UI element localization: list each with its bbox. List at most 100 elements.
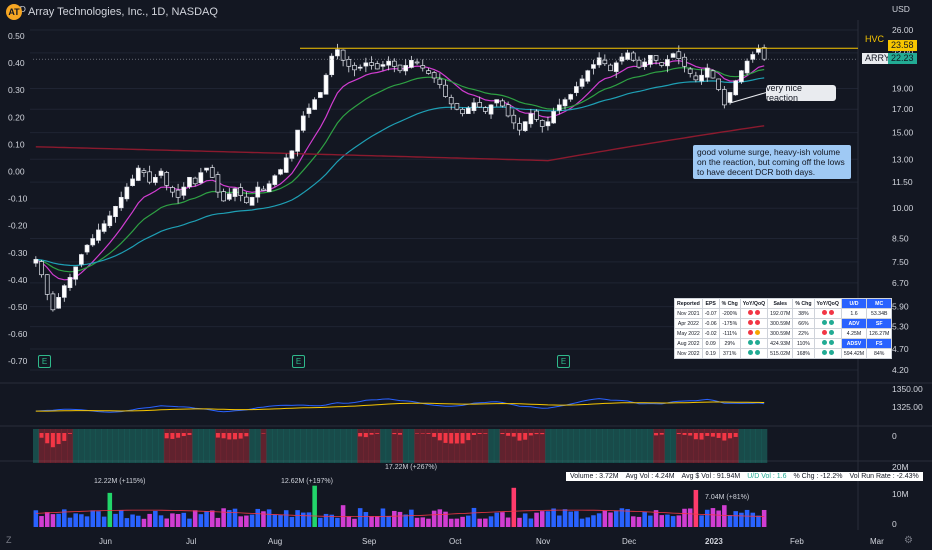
volume-bar [528, 518, 534, 527]
annotation-volume-comment[interactable]: good volume surge, heavy-ish volume on t… [693, 145, 851, 179]
volume-bar [613, 510, 619, 527]
volume-bar [278, 514, 283, 527]
timezone-icon[interactable]: Z [6, 535, 12, 545]
hist-background [368, 429, 375, 463]
x-label: Dec [622, 537, 637, 546]
hist-background [89, 429, 96, 463]
candle-body [556, 104, 562, 111]
hist-bar [699, 433, 704, 440]
gear-icon[interactable]: ⚙ [904, 535, 913, 546]
fundamentals-cell: 38% [792, 308, 815, 319]
volume-bar [96, 511, 101, 527]
hist-background [550, 429, 557, 463]
candle-body [369, 62, 374, 66]
candle-body [335, 49, 340, 57]
earnings-marker[interactable]: E [292, 355, 305, 368]
left-tick-label: 0.00 [8, 167, 25, 177]
volume-bar [739, 512, 744, 527]
symbol-logo: AT [6, 4, 22, 20]
hist-background [613, 429, 620, 463]
rs-ma-line [35, 401, 765, 412]
hist-background [180, 429, 187, 463]
earnings-marker[interactable]: E [557, 355, 570, 368]
fundamentals-cell: Nov 2022 [674, 348, 703, 359]
candle-body [448, 97, 454, 105]
earnings-marker[interactable]: E [38, 355, 51, 368]
volume-bar [648, 515, 653, 527]
right-tick-label: 23.00 [892, 48, 914, 58]
candle-body [170, 187, 175, 193]
hist-bar [688, 433, 693, 436]
hist-background [249, 429, 256, 463]
hist-background [619, 429, 626, 463]
candle-body [261, 188, 266, 191]
candle-body [164, 172, 170, 186]
x-label: Feb [790, 537, 804, 546]
volume-bar [608, 512, 613, 527]
volume-bar [727, 515, 733, 527]
volume-bar [443, 511, 448, 527]
volume-bar [454, 518, 460, 527]
stat-vol-run-rate: Vol Run Rate : -2.43% [849, 473, 919, 480]
stat-avg-vol: Avg Vol : 4.24M [625, 473, 675, 480]
left-tick-label: -0.60 [8, 329, 28, 339]
hist-background [44, 429, 51, 463]
volume-bar [192, 510, 198, 527]
status-dot-icon [821, 350, 827, 355]
hist-background [510, 429, 517, 463]
candle-body [608, 64, 613, 72]
candle-body [209, 167, 215, 178]
status-dot-icon [828, 330, 834, 335]
volume-bar [62, 509, 67, 527]
candle-body [625, 52, 630, 60]
candle-body [562, 99, 568, 107]
volume-bar [687, 508, 693, 527]
candle-body [534, 110, 539, 120]
hist-background [61, 429, 68, 463]
status-dot-icon [821, 340, 827, 345]
candle-body [744, 60, 750, 74]
fundamentals-cell: -175% [718, 318, 741, 329]
hist-background [237, 429, 244, 463]
hist-background [306, 429, 313, 463]
right-tick-label: 7.50 [892, 257, 909, 267]
chart-title[interactable]: Array Technologies, Inc., 1D, NASDAQ [28, 6, 218, 18]
hist-background [328, 429, 335, 463]
candle-body [739, 70, 744, 83]
hist-bar [705, 433, 710, 436]
moving-averages [35, 60, 765, 281]
fundamentals-row: Nov 2022 0.19 371% 515.02M 168% 594.42M 84% [674, 348, 893, 359]
status-dots [813, 308, 842, 319]
hist-background [704, 429, 711, 463]
volume-bar [357, 508, 363, 527]
status-dots [739, 338, 769, 349]
annotation-reaction[interactable]: very nice reaction [766, 83, 836, 103]
hist-background [380, 429, 387, 463]
right-tick-label: 6.70 [892, 278, 909, 288]
status-dot-icon [747, 330, 753, 335]
hist-background [624, 429, 631, 463]
hist-background [363, 429, 370, 463]
volume-bar [73, 513, 78, 527]
candle-body [346, 59, 352, 67]
candle-body [454, 103, 460, 110]
hist-bar [517, 433, 522, 441]
volume-bar [175, 513, 181, 527]
hist-background [317, 429, 324, 463]
hist-background [539, 429, 546, 463]
candle-body [465, 107, 471, 114]
hist-background [579, 429, 586, 463]
candle-body [329, 55, 335, 76]
volume-bar [585, 517, 591, 527]
volume-annotation: 12.22M (+115%) [94, 478, 145, 485]
hist-background [95, 429, 102, 463]
hist-background [454, 429, 461, 463]
volume-bar [67, 517, 73, 527]
volume-bar [380, 508, 386, 527]
hist-bar [654, 433, 659, 436]
hist-bar [398, 433, 402, 435]
candle-body [716, 78, 721, 90]
hist-bar [420, 433, 425, 434]
candle-body [665, 59, 670, 67]
hist-bar [392, 433, 397, 435]
